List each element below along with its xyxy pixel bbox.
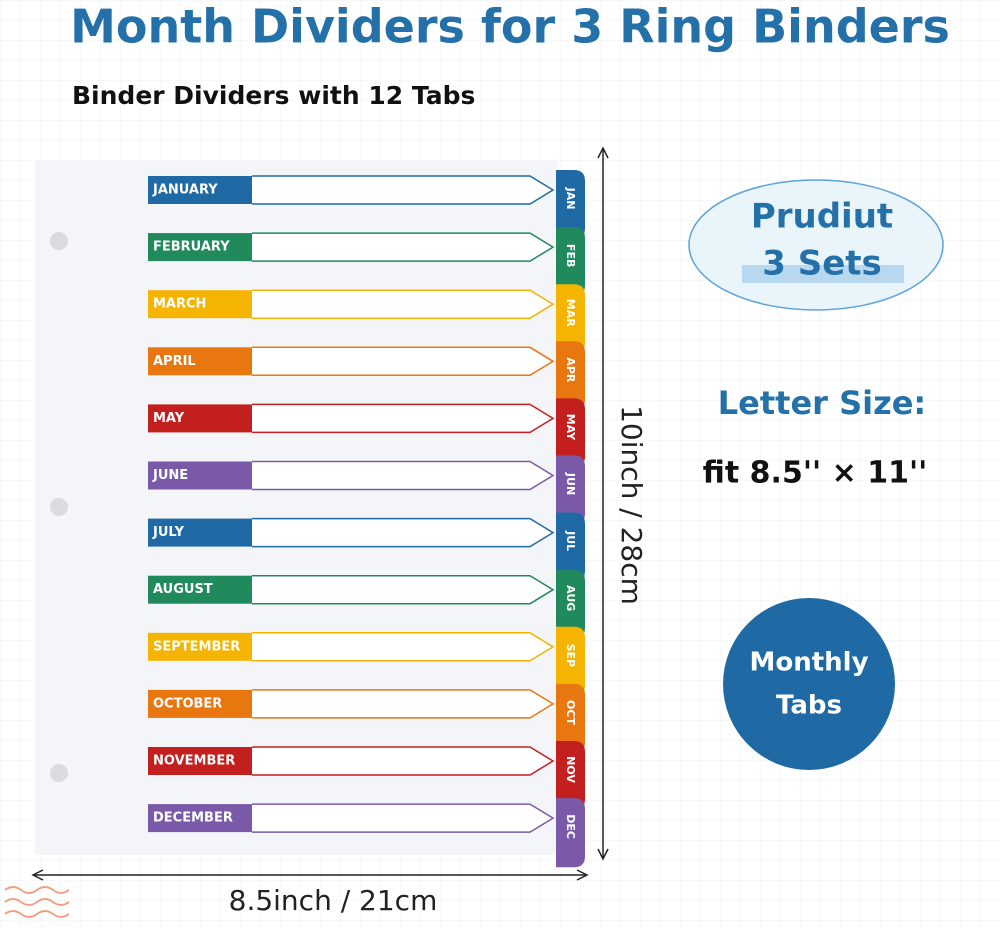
tab xyxy=(556,398,585,468)
tab-label: OCT xyxy=(564,700,577,725)
month-rows: JAN JANUARY FEB FEBRUARY MAR MARCH APR APRIL MAY… xyxy=(148,170,585,868)
month-label-box xyxy=(148,404,252,433)
highlight xyxy=(742,265,904,283)
month-label: APRIL xyxy=(153,354,196,369)
arrowheads xyxy=(31,869,589,881)
tab-label: MAY xyxy=(564,414,577,441)
tab xyxy=(556,341,585,411)
month-label-box xyxy=(148,632,252,661)
month-label: NOVEMBER xyxy=(153,754,235,769)
width-label: 8.5inch / 21cm xyxy=(229,884,438,917)
tab xyxy=(556,626,585,696)
arrowheads xyxy=(597,146,609,861)
decoration xyxy=(4,886,70,918)
month-label: AUGUST xyxy=(153,582,213,597)
entry-outline xyxy=(252,346,555,377)
subtitle: Binder Dividers with 12 Tabs xyxy=(72,81,475,110)
tab xyxy=(556,683,585,753)
sets: 3 Sets xyxy=(762,244,882,284)
month-label-box xyxy=(148,176,252,204)
month-label-box xyxy=(148,290,252,319)
month-label-box xyxy=(148,804,252,833)
entry-outline xyxy=(252,460,555,491)
tab-label: SEP xyxy=(564,644,577,668)
month-label: FEBRUARY xyxy=(153,240,230,255)
tab xyxy=(556,284,585,354)
month-label-box xyxy=(148,575,252,604)
entry-outline xyxy=(252,746,555,776)
ring-hole xyxy=(50,232,68,250)
entry-outline xyxy=(252,574,555,605)
tab xyxy=(556,741,585,811)
entry-outline xyxy=(252,803,555,833)
tab xyxy=(556,170,585,240)
entry-outline xyxy=(252,175,555,205)
tab-label: APR xyxy=(564,357,577,383)
divider-sheet xyxy=(35,160,557,855)
tab-label: DEC xyxy=(564,814,577,839)
month-label: JANUARY xyxy=(152,183,218,198)
tab-label: JUN xyxy=(564,472,577,495)
tab xyxy=(556,569,585,639)
ring-hole xyxy=(50,498,68,516)
entry-outline xyxy=(252,632,555,662)
size-fit: fit 8.5'' × 11'' xyxy=(703,456,928,491)
ring-hole xyxy=(50,764,68,782)
tab-label: JAN xyxy=(564,187,577,210)
tab-label: AUG xyxy=(564,585,577,611)
size-heading: Letter Size: xyxy=(718,384,926,422)
month-label-box xyxy=(148,689,252,718)
circle-line: Tabs xyxy=(776,691,842,721)
entry-outline xyxy=(252,517,555,548)
tab xyxy=(556,227,585,297)
month-label-box xyxy=(148,747,252,775)
month-label: JULY xyxy=(152,525,185,540)
entry-outline xyxy=(252,689,555,719)
month-label-box xyxy=(148,518,252,547)
month-label: MAY xyxy=(153,411,185,426)
month-label: DECEMBER xyxy=(153,811,233,826)
tabs-circle xyxy=(723,598,895,770)
month-label: JUNE xyxy=(152,468,188,483)
entry-outline xyxy=(252,232,555,262)
tab-label: FEB xyxy=(564,244,577,267)
tab xyxy=(556,512,585,582)
tab-label: MAR xyxy=(564,299,577,327)
month-label-box xyxy=(148,233,252,262)
tab xyxy=(556,455,585,525)
entry-outline xyxy=(252,289,555,319)
month-label-box xyxy=(148,461,252,490)
entry-outline xyxy=(252,403,555,434)
month-label-box xyxy=(148,347,252,376)
height-label: 10inch / 28cm xyxy=(615,405,648,605)
title: Month Dividers for 3 Ring Binders xyxy=(70,0,950,54)
tab-label: JUL xyxy=(564,530,577,551)
month-label: OCTOBER xyxy=(153,696,222,711)
month-label: MARCH xyxy=(153,297,206,312)
tab xyxy=(556,798,585,868)
tab-label: NOV xyxy=(564,756,577,783)
month-label: SEPTEMBER xyxy=(153,639,240,654)
circle-line: Monthly xyxy=(749,648,868,678)
brand: Prudiut xyxy=(751,197,893,237)
